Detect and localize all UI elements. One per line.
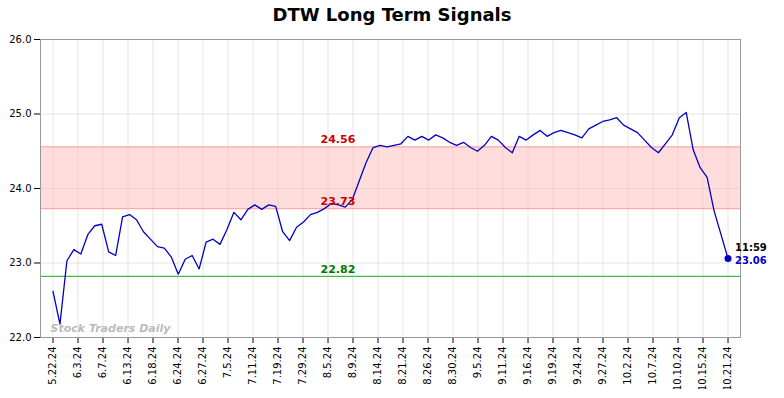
svg-text:10.21.24: 10.21.24 xyxy=(722,347,733,390)
svg-text:9.11.24: 9.11.24 xyxy=(497,347,508,385)
svg-text:10.10.24: 10.10.24 xyxy=(672,347,683,390)
svg-text:26.0: 26.0 xyxy=(9,34,31,45)
svg-text:8.9.24: 8.9.24 xyxy=(347,347,358,379)
svg-text:Stock Traders Daily: Stock Traders Daily xyxy=(51,322,172,335)
svg-text:9.27.24: 9.27.24 xyxy=(597,347,608,385)
svg-text:7.11.24: 7.11.24 xyxy=(247,347,258,385)
html-text:DTW Long Term Signals: DTW Long Term Signals xyxy=(272,4,512,25)
svg-text:24.56: 24.56 xyxy=(321,133,356,146)
svg-text:10.2.24: 10.2.24 xyxy=(622,347,633,385)
svg-text:8.26.24: 8.26.24 xyxy=(422,347,433,385)
svg-text:5.22.24: 5.22.24 xyxy=(47,347,58,385)
svg-text:23.73: 23.73 xyxy=(321,195,356,208)
svg-text:10.7.24: 10.7.24 xyxy=(647,347,658,385)
svg-text:22.82: 22.82 xyxy=(321,263,356,276)
svg-text:6.7.24: 6.7.24 xyxy=(97,347,108,379)
svg-text:9.16.24: 9.16.24 xyxy=(522,347,533,385)
svg-text:9.24.24: 9.24.24 xyxy=(572,347,583,385)
svg-text:9.5.24: 9.5.24 xyxy=(472,347,483,379)
svg-text:10.15.24: 10.15.24 xyxy=(697,347,708,390)
svg-text:6.18.24: 6.18.24 xyxy=(147,347,158,385)
svg-text:11:59: 11:59 xyxy=(735,242,767,253)
svg-text:6.24.24: 6.24.24 xyxy=(172,347,183,385)
svg-text:8.21.24: 8.21.24 xyxy=(397,347,408,385)
svg-text:8.5.24: 8.5.24 xyxy=(322,347,333,379)
svg-text:25.0: 25.0 xyxy=(9,108,31,119)
svg-text:8.14.24: 8.14.24 xyxy=(372,347,383,385)
svg-text:8.30.24: 8.30.24 xyxy=(447,347,458,385)
svg-text:22.0: 22.0 xyxy=(9,332,31,343)
svg-text:6.13.24: 6.13.24 xyxy=(122,347,133,385)
svg-text:24.0: 24.0 xyxy=(9,183,31,194)
svg-text:6.3.24: 6.3.24 xyxy=(72,347,83,379)
svg-text:7.29.24: 7.29.24 xyxy=(297,347,308,385)
svg-text:9.19.24: 9.19.24 xyxy=(547,347,558,385)
svg-text:23.0: 23.0 xyxy=(9,257,31,268)
svg-text:7.5.24: 7.5.24 xyxy=(222,347,233,379)
svg-text:6.27.24: 6.27.24 xyxy=(197,347,208,385)
svg-text:23.06: 23.06 xyxy=(735,255,767,266)
svg-text:7.19.24: 7.19.24 xyxy=(272,347,283,385)
